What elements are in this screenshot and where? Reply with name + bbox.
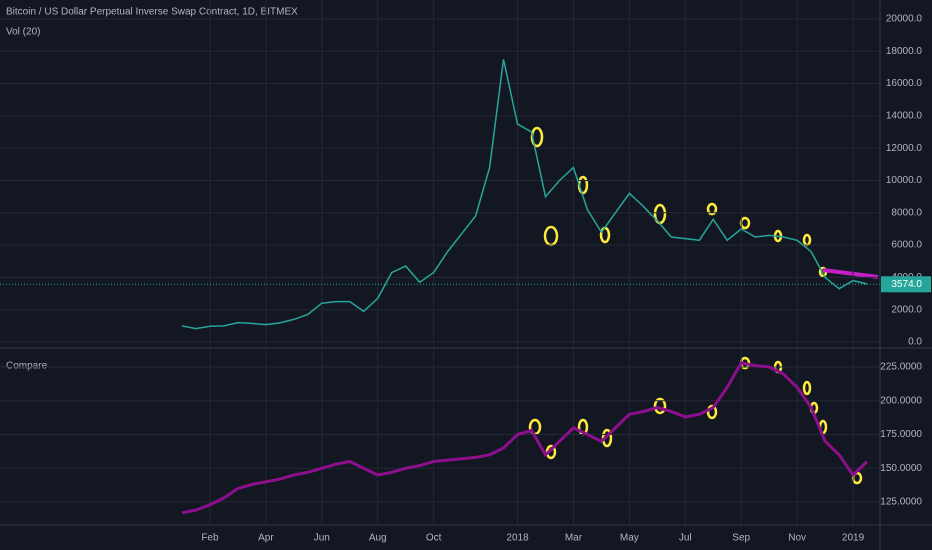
y-tick-label: 150.0000: [880, 463, 922, 474]
x-tick-label: Sep: [732, 533, 750, 544]
x-tick-label: Oct: [426, 533, 442, 544]
chart-title: Bitcoin / US Dollar Perpetual Inverse Sw…: [6, 7, 298, 18]
y-tick-label: 175.0000: [880, 429, 922, 440]
price-line: [181, 361, 869, 515]
compare-label: Compare: [6, 361, 48, 372]
y-tick-label: 14000.0: [886, 111, 923, 122]
x-tick-label: May: [620, 533, 639, 544]
trend-line: [822, 268, 879, 279]
y-tick-label: 6000.0: [891, 240, 922, 251]
x-tick-label: 2018: [506, 533, 529, 544]
y-tick-label: 125.0000: [880, 497, 922, 508]
x-tick-label: 2019: [842, 533, 865, 544]
x-tick-label: Mar: [565, 533, 583, 544]
x-tick-label: Aug: [369, 533, 387, 544]
x-tick-label: Nov: [788, 533, 806, 544]
price-line: [181, 59, 868, 330]
y-tick-label: 2000.0: [891, 304, 922, 315]
x-tick-label: Apr: [258, 533, 274, 544]
y-tick-label: 20000.0: [886, 14, 923, 25]
y-tick-label: 18000.0: [886, 46, 923, 57]
y-tick-label: 200.0000: [880, 395, 922, 406]
y-tick-label: 10000.0: [886, 175, 923, 186]
y-tick-label: 225.0000: [880, 362, 922, 373]
x-tick-label: Jun: [314, 533, 330, 544]
volume-label: Vol (20): [6, 27, 40, 38]
y-tick-label: 8000.0: [891, 207, 922, 218]
y-tick-label: 12000.0: [886, 143, 923, 154]
x-tick-label: Feb: [201, 533, 219, 544]
x-tick-label: Jul: [679, 533, 692, 544]
last-price-box: [881, 276, 931, 293]
y-tick-label: 16000.0: [886, 78, 923, 89]
last-price-label: 3574.0: [891, 279, 922, 290]
y-tick-label: 0.0: [908, 337, 922, 348]
